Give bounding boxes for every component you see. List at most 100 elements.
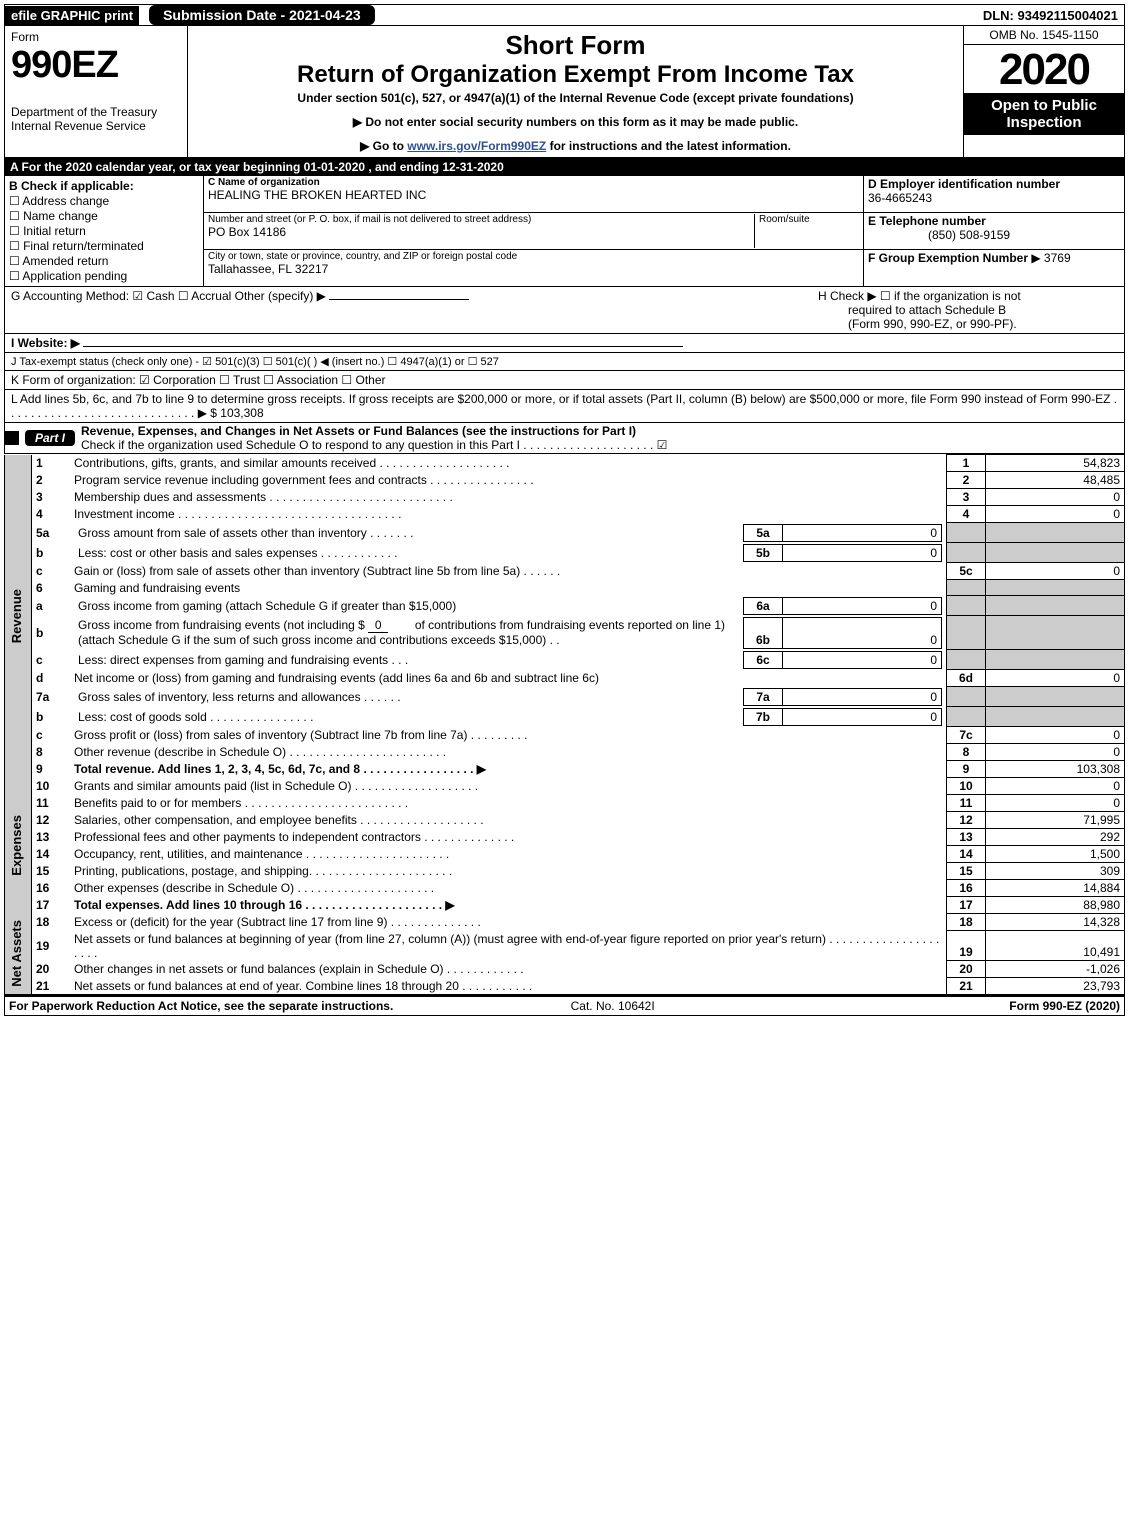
street-label: Number and street (or P. O. box, if mail…: [208, 214, 754, 225]
part1-header: Part I Revenue, Expenses, and Changes in…: [4, 423, 1125, 454]
group-value: ▶ 3769: [1031, 251, 1070, 265]
part1-title: Revenue, Expenses, and Changes in Net As…: [81, 424, 636, 438]
footer: For Paperwork Reduction Act Notice, see …: [4, 995, 1125, 1016]
v17: 88,980: [986, 897, 1125, 914]
footer-cat: Cat. No. 10642I: [571, 999, 655, 1013]
shv6c: [986, 650, 1125, 670]
n6c: c: [32, 650, 71, 670]
ib7a: 7a: [744, 688, 783, 705]
cb-name-change[interactable]: ☐ Name change: [9, 209, 199, 223]
ib6a: 6a: [744, 597, 783, 614]
v2: 48,485: [986, 472, 1125, 489]
t5a: Gross amount from sale of assets other t…: [74, 524, 744, 541]
n5c: c: [32, 563, 71, 580]
c-label: C Name of organization: [208, 177, 859, 188]
n15: 15: [32, 863, 71, 880]
n5a: 5a: [32, 523, 71, 543]
t1: Contributions, gifts, grants, and simila…: [70, 455, 947, 472]
n4: 4: [32, 506, 71, 523]
n1: 1: [32, 455, 71, 472]
footer-right: Form 990-EZ (2020): [1009, 999, 1120, 1013]
b19: 19: [947, 931, 986, 961]
b1: 1: [947, 455, 986, 472]
b20: 20: [947, 961, 986, 978]
cb-application-pending[interactable]: ☐ Application pending: [9, 269, 199, 283]
b9: 9: [947, 761, 986, 778]
v18: 14,328: [986, 914, 1125, 931]
shv5a: [986, 523, 1125, 543]
cb-final-return[interactable]: ☐ Final return/terminated: [9, 239, 199, 253]
n8: 8: [32, 744, 71, 761]
h-line1: H Check ▶ ☐ if the organization is not: [818, 289, 1118, 303]
v12: 71,995: [986, 812, 1125, 829]
city-value: Tallahassee, FL 32217: [208, 262, 859, 276]
dln-number: DLN: 93492115004021: [983, 8, 1124, 23]
t7a: Gross sales of inventory, less returns a…: [74, 688, 744, 705]
ein-cell: D Employer identification number 36-4665…: [864, 176, 1124, 213]
n13: 13: [32, 829, 71, 846]
j-text: J Tax-exempt status (check only one) - ☑…: [11, 356, 499, 368]
cb-amended-return[interactable]: ☐ Amended return: [9, 254, 199, 268]
b10: 10: [947, 778, 986, 795]
ib5b: 5b: [744, 544, 783, 561]
street-cell: Number and street (or P. O. box, if mail…: [204, 213, 863, 250]
shv6b: [986, 616, 1125, 650]
v6d: 0: [986, 670, 1125, 687]
form-word: Form: [11, 30, 181, 44]
t6c-wrap: Less: direct expenses from gaming and fu…: [70, 650, 947, 670]
t6c: Less: direct expenses from gaming and fu…: [74, 651, 744, 668]
sh6: [947, 580, 986, 596]
h-line2: required to attach Schedule B: [818, 303, 1118, 317]
department-label: Department of the Treasury Internal Reve…: [11, 105, 181, 133]
header-mid: Short Form Return of Organization Exempt…: [188, 26, 963, 157]
part1-sub: Check if the organization used Schedule …: [81, 438, 667, 452]
iv6a: 0: [783, 597, 942, 614]
part1-glyph: [5, 431, 19, 445]
t6a-wrap: Gross income from gaming (attach Schedul…: [70, 596, 947, 616]
v20: -1,026: [986, 961, 1125, 978]
t17b: Total expenses. Add lines 10 through 16 …: [74, 898, 455, 912]
t8: Other revenue (describe in Schedule O) .…: [70, 744, 947, 761]
n12: 12: [32, 812, 71, 829]
v14: 1,500: [986, 846, 1125, 863]
t16: Other expenses (describe in Schedule O) …: [70, 880, 947, 897]
city-label: City or town, state or province, country…: [208, 251, 859, 262]
form-header: Form 990EZ Department of the Treasury In…: [4, 26, 1125, 158]
cb-initial-return[interactable]: ☐ Initial return: [9, 224, 199, 238]
n10: 10: [32, 778, 71, 795]
cb-address-change[interactable]: ☐ Address change: [9, 194, 199, 208]
b7c: 7c: [947, 727, 986, 744]
v5c: 0: [986, 563, 1125, 580]
b18: 18: [947, 914, 986, 931]
irs-link[interactable]: www.irs.gov/Form990EZ: [407, 139, 546, 153]
h-line3: (Form 990, 990-EZ, or 990-PF).: [818, 317, 1118, 331]
subtitle: Under section 501(c), 527, or 4947(a)(1)…: [192, 91, 959, 105]
v13: 292: [986, 829, 1125, 846]
n6b: b: [32, 616, 71, 650]
part1-title-wrap: Revenue, Expenses, and Changes in Net As…: [81, 423, 1124, 453]
tax-year: 2020: [964, 45, 1124, 95]
sh6b: [947, 616, 986, 650]
t7c: Gross profit or (loss) from sales of inv…: [70, 727, 947, 744]
shv5b: [986, 543, 1125, 563]
b11: 11: [947, 795, 986, 812]
t3: Membership dues and assessments . . . . …: [70, 489, 947, 506]
top-bar: efile GRAPHIC print Submission Date - 20…: [4, 4, 1125, 26]
v15: 309: [986, 863, 1125, 880]
phone-value: (850) 508-9159: [868, 228, 1010, 242]
n19: 19: [32, 931, 71, 961]
b6d: 6d: [947, 670, 986, 687]
t13: Professional fees and other payments to …: [70, 829, 947, 846]
note-link-post: for instructions and the latest informat…: [550, 139, 791, 153]
sh6a: [947, 596, 986, 616]
side-netassets: Net Assets: [5, 914, 32, 995]
n7a: 7a: [32, 687, 71, 707]
b12: 12: [947, 812, 986, 829]
b15: 15: [947, 863, 986, 880]
v1: 54,823: [986, 455, 1125, 472]
t5b-wrap: Less: cost or other basis and sales expe…: [70, 543, 947, 563]
ib6b: 6b: [744, 617, 783, 648]
t4: Investment income . . . . . . . . . . . …: [70, 506, 947, 523]
title-short-form: Short Form: [192, 30, 959, 61]
address-block: B Check if applicable: ☐ Address change …: [4, 176, 1125, 287]
